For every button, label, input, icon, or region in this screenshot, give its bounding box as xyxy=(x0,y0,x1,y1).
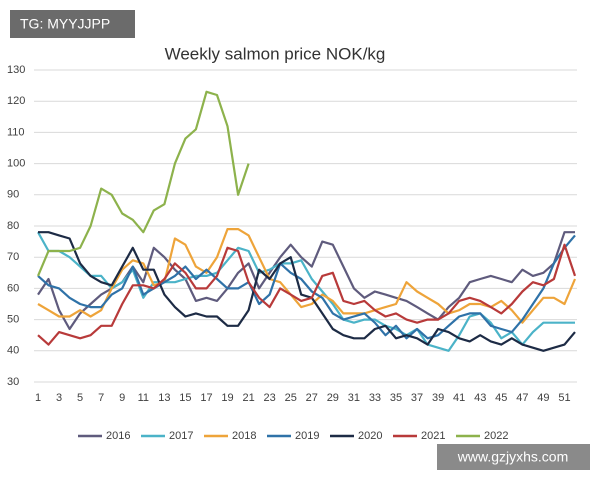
x-tick-label: 41 xyxy=(453,392,465,404)
y-tick-label: 50 xyxy=(7,314,19,326)
x-tick-label: 9 xyxy=(119,392,125,404)
watermark-box xyxy=(437,444,590,470)
x-tick-label: 29 xyxy=(327,392,339,404)
x-tick-label: 31 xyxy=(348,392,360,404)
x-tick-label: 45 xyxy=(495,392,507,404)
y-tick-label: 110 xyxy=(7,126,25,138)
legend-label: 2022 xyxy=(484,430,508,442)
y-tick-label: 40 xyxy=(7,345,19,357)
x-tick-label: 21 xyxy=(242,392,254,404)
x-tick-label: 33 xyxy=(369,392,381,404)
watermark: TG: MYYJJPP xyxy=(20,16,110,32)
x-tick-label: 1 xyxy=(35,392,41,404)
y-tick-label: 100 xyxy=(7,158,25,170)
x-tick-label: 49 xyxy=(537,392,549,404)
legend-label: 2017 xyxy=(169,430,193,442)
legend-label: 2019 xyxy=(295,430,319,442)
x-tick-label: 47 xyxy=(516,392,528,404)
y-tick-label: 130 xyxy=(7,64,25,76)
x-tick-label: 7 xyxy=(98,392,104,404)
y-tick-label: 70 xyxy=(7,251,19,263)
x-tick-label: 25 xyxy=(285,392,297,404)
watermark: www.gzjyxhs.com xyxy=(457,449,568,465)
series-line xyxy=(36,90,250,277)
y-tick-label: 80 xyxy=(7,220,19,232)
y-tick-label: 90 xyxy=(7,189,19,201)
x-tick-label: 43 xyxy=(474,392,486,404)
series-line xyxy=(37,228,577,324)
x-tick-label: 37 xyxy=(411,392,423,404)
legend-label: 2021 xyxy=(421,430,445,442)
chart-title: Weekly salmon price NOK/kg xyxy=(165,44,386,63)
x-tick-label: 27 xyxy=(306,392,318,404)
x-tick-label: 35 xyxy=(390,392,402,404)
x-tick-label: 17 xyxy=(200,392,212,404)
legend-label: 2016 xyxy=(106,430,130,442)
y-tick-label: 120 xyxy=(7,95,25,107)
x-tick-label: 51 xyxy=(558,392,570,404)
x-tick-label: 5 xyxy=(77,392,83,404)
x-tick-label: 19 xyxy=(221,392,233,404)
y-tick-label: 30 xyxy=(7,376,19,388)
series-line xyxy=(38,231,576,352)
x-tick-label: 13 xyxy=(158,392,170,404)
watermark-box xyxy=(10,10,135,38)
legend-label: 2020 xyxy=(358,430,382,442)
legend-label: 2018 xyxy=(232,430,256,442)
series-line xyxy=(37,234,576,340)
y-tick-label: 60 xyxy=(7,282,19,294)
x-tick-label: 15 xyxy=(179,392,191,404)
x-tick-label: 39 xyxy=(432,392,444,404)
x-tick-label: 23 xyxy=(264,392,276,404)
x-tick-label: 3 xyxy=(56,392,62,404)
x-tick-label: 11 xyxy=(138,392,149,404)
series-line xyxy=(37,243,577,346)
